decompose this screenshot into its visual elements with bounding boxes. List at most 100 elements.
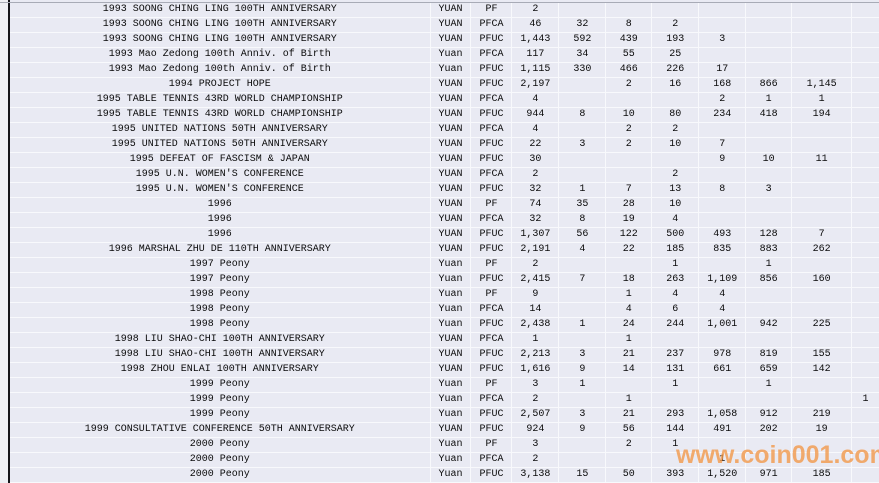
cell-value[interactable]: 2 bbox=[512, 168, 560, 183]
cell-currency[interactable]: Yuan bbox=[430, 468, 472, 483]
cell-value[interactable]: 491 bbox=[699, 423, 747, 438]
cell-description[interactable]: 1993 SOONG CHING LING 100TH ANNIVERSARY bbox=[10, 33, 431, 48]
cell-value[interactable]: 168 bbox=[699, 78, 747, 93]
cell-description[interactable]: 1995 U.N. WOMEN'S CONFERENCE bbox=[10, 183, 431, 198]
cell-value[interactable]: 3 bbox=[512, 438, 560, 453]
cell-value[interactable] bbox=[746, 33, 793, 48]
cell-value[interactable] bbox=[559, 303, 607, 318]
cell-value[interactable] bbox=[792, 63, 853, 78]
cell-type[interactable]: PFUC bbox=[471, 138, 513, 153]
cell-value[interactable] bbox=[746, 333, 793, 348]
cell-type[interactable]: PFUC bbox=[471, 318, 513, 333]
cell-value[interactable]: 10 bbox=[606, 108, 653, 123]
cell-value[interactable] bbox=[746, 453, 793, 468]
cell-value[interactable] bbox=[792, 138, 853, 153]
cell-value[interactable]: 21 bbox=[606, 348, 653, 363]
cell-description[interactable]: 1995 DEFEAT OF FASCISM & JAPAN bbox=[10, 153, 431, 168]
cell-value[interactable]: 1 bbox=[652, 438, 700, 453]
cell-currency[interactable]: Yuan bbox=[430, 273, 472, 288]
cell-description[interactable]: 1997 Peony bbox=[10, 258, 431, 273]
cell-description[interactable]: 1993 SOONG CHING LING 100TH ANNIVERSARY bbox=[10, 3, 431, 18]
cell-currency[interactable]: YUAN bbox=[430, 93, 472, 108]
cell-value[interactable] bbox=[852, 213, 879, 228]
cell-value[interactable] bbox=[852, 468, 879, 483]
cell-value[interactable]: 11 bbox=[792, 153, 853, 168]
cell-value[interactable]: 263 bbox=[652, 273, 700, 288]
cell-value[interactable]: 418 bbox=[746, 108, 793, 123]
cell-type[interactable]: PFUC bbox=[471, 228, 513, 243]
cell-type[interactable]: PFCA bbox=[471, 48, 513, 63]
cell-currency[interactable]: Yuan bbox=[430, 453, 472, 468]
cell-value[interactable]: 1 bbox=[606, 288, 653, 303]
cell-value[interactable] bbox=[606, 258, 653, 273]
cell-description[interactable]: 1998 Peony bbox=[10, 288, 431, 303]
cell-value[interactable] bbox=[852, 438, 879, 453]
cell-value[interactable]: 2 bbox=[606, 438, 653, 453]
cell-value[interactable]: 924 bbox=[512, 423, 560, 438]
cell-value[interactable]: 1 bbox=[652, 258, 700, 273]
cell-value[interactable] bbox=[699, 48, 747, 63]
cell-currency[interactable]: YUAN bbox=[430, 153, 472, 168]
cell-value[interactable] bbox=[792, 33, 853, 48]
cell-value[interactable]: 56 bbox=[559, 228, 607, 243]
cell-currency[interactable]: YUAN bbox=[430, 18, 472, 33]
cell-currency[interactable]: YUAN bbox=[430, 3, 472, 18]
cell-description[interactable]: 1999 Peony bbox=[10, 408, 431, 423]
cell-type[interactable]: PFUC bbox=[471, 468, 513, 483]
cell-value[interactable] bbox=[606, 153, 653, 168]
cell-value[interactable] bbox=[852, 138, 879, 153]
cell-value[interactable]: 46 bbox=[512, 18, 560, 33]
cell-value[interactable] bbox=[699, 3, 747, 18]
cell-description[interactable]: 1996 bbox=[10, 213, 431, 228]
cell-value[interactable]: 2 bbox=[652, 18, 700, 33]
cell-value[interactable] bbox=[746, 393, 793, 408]
cell-type[interactable]: PFUC bbox=[471, 153, 513, 168]
cell-value[interactable]: 944 bbox=[512, 108, 560, 123]
cell-currency[interactable]: YUAN bbox=[430, 213, 472, 228]
cell-value[interactable]: 7 bbox=[792, 228, 853, 243]
cell-value[interactable] bbox=[746, 288, 793, 303]
cell-value[interactable]: 819 bbox=[746, 348, 793, 363]
cell-currency[interactable]: YUAN bbox=[430, 33, 472, 48]
cell-type[interactable]: PFCA bbox=[471, 453, 513, 468]
cell-type[interactable]: PFUC bbox=[471, 108, 513, 123]
cell-value[interactable]: 2 bbox=[699, 93, 747, 108]
cell-value[interactable]: 9 bbox=[559, 423, 607, 438]
cell-value[interactable] bbox=[699, 258, 747, 273]
cell-value[interactable] bbox=[852, 318, 879, 333]
cell-value[interactable]: 2 bbox=[606, 78, 653, 93]
cell-description[interactable]: 2000 Peony bbox=[10, 438, 431, 453]
cell-value[interactable]: 21 bbox=[606, 408, 653, 423]
cell-value[interactable]: 3 bbox=[699, 33, 747, 48]
cell-value[interactable] bbox=[792, 438, 853, 453]
cell-value[interactable]: 912 bbox=[746, 408, 793, 423]
cell-value[interactable]: 3 bbox=[559, 348, 607, 363]
cell-value[interactable] bbox=[792, 378, 853, 393]
cell-value[interactable]: 80 bbox=[652, 108, 700, 123]
cell-value[interactable]: 2 bbox=[512, 258, 560, 273]
cell-value[interactable]: 28 bbox=[606, 198, 653, 213]
cell-value[interactable] bbox=[792, 198, 853, 213]
cell-currency[interactable]: YUAN bbox=[430, 78, 472, 93]
cell-value[interactable]: 2,507 bbox=[512, 408, 560, 423]
cell-value[interactable] bbox=[852, 273, 879, 288]
cell-type[interactable]: PFUC bbox=[471, 78, 513, 93]
cell-value[interactable]: 144 bbox=[652, 423, 700, 438]
cell-value[interactable]: 1,616 bbox=[512, 363, 560, 378]
cell-value[interactable]: 1,058 bbox=[699, 408, 747, 423]
cell-value[interactable]: 3 bbox=[746, 183, 793, 198]
cell-description[interactable]: 1998 Peony bbox=[10, 303, 431, 318]
cell-value[interactable]: 2 bbox=[606, 138, 653, 153]
cell-value[interactable]: 835 bbox=[699, 243, 747, 258]
cell-type[interactable]: PFUC bbox=[471, 33, 513, 48]
cell-value[interactable]: 3,138 bbox=[512, 468, 560, 483]
cell-currency[interactable]: YUAN bbox=[430, 183, 472, 198]
cell-value[interactable]: 7 bbox=[699, 138, 747, 153]
cell-value[interactable] bbox=[852, 453, 879, 468]
cell-currency[interactable]: YUAN bbox=[430, 348, 472, 363]
cell-currency[interactable]: YUAN bbox=[430, 228, 472, 243]
cell-value[interactable] bbox=[746, 63, 793, 78]
cell-currency[interactable]: Yuan bbox=[430, 288, 472, 303]
cell-currency[interactable]: Yuan bbox=[430, 378, 472, 393]
cell-type[interactable]: PF bbox=[471, 198, 513, 213]
